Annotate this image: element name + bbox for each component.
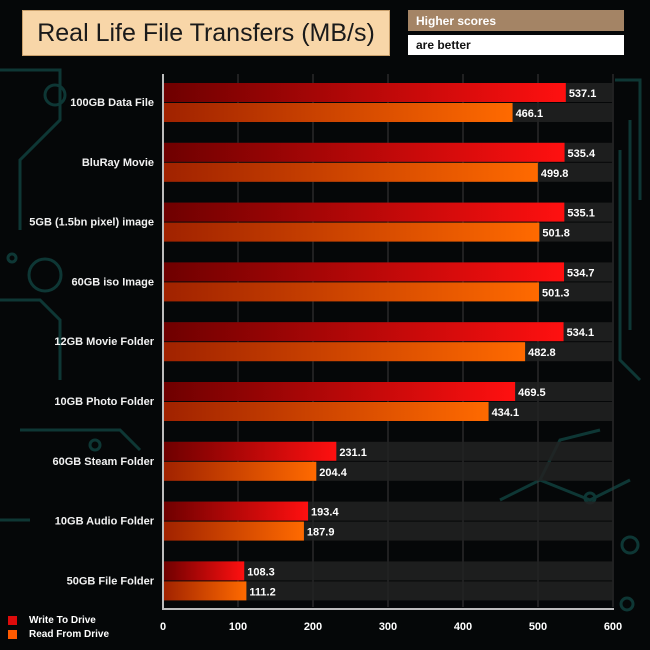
bar-write <box>163 441 337 461</box>
category-label: 60GB iso Image <box>71 276 154 288</box>
data-label-read: 204.4 <box>319 467 347 479</box>
data-label-write: 534.1 <box>567 327 595 339</box>
bar-read <box>163 103 513 122</box>
data-label-read: 501.3 <box>542 287 570 299</box>
category-label: 100GB Data File <box>70 97 154 109</box>
bar-read <box>163 521 304 541</box>
data-label-write: 534.7 <box>567 267 595 279</box>
bar-write <box>163 262 565 282</box>
x-tick-label: 500 <box>529 621 547 633</box>
category-label: 10GB Photo Folder <box>54 396 154 408</box>
x-tick-label: 400 <box>454 621 472 633</box>
bar-track <box>163 581 613 601</box>
bar-read <box>163 342 526 362</box>
data-label-write: 108.3 <box>247 566 275 578</box>
legend-read-swatch <box>8 630 17 639</box>
are-better-note: are better <box>408 35 624 55</box>
data-label-read: 187.9 <box>307 527 335 539</box>
bar-read <box>163 222 540 242</box>
category-label: 10GB Audio Folder <box>55 516 155 528</box>
chart-title: Real Life File Transfers (MB/s) <box>22 10 390 56</box>
data-label-read: 501.8 <box>542 228 570 240</box>
data-label-read: 482.8 <box>528 347 556 359</box>
data-label-write: 469.5 <box>518 387 546 399</box>
data-label-read: 111.2 <box>249 586 275 598</box>
category-label: 5GB (1.5bn pixel) image <box>29 217 154 229</box>
legend-write: Write To Drive <box>8 615 96 626</box>
bar-read <box>163 282 539 302</box>
category-label: 60GB Steam Folder <box>53 456 155 468</box>
data-label-write: 535.4 <box>568 148 596 160</box>
bar-write <box>163 561 245 581</box>
data-label-write: 193.4 <box>311 507 339 519</box>
x-tick-label: 300 <box>379 621 397 633</box>
x-tick-label: 0 <box>160 621 166 633</box>
bar-read <box>163 461 317 481</box>
bar-write <box>163 202 565 222</box>
legend-write-swatch <box>8 616 17 625</box>
x-tick-label: 600 <box>604 621 622 633</box>
higher-scores-note: Higher scores <box>408 10 624 31</box>
x-tick-label: 100 <box>229 621 247 633</box>
bar-write <box>163 83 566 102</box>
bar-read <box>163 402 489 421</box>
category-label: 12GB Movie Folder <box>54 336 154 348</box>
data-label-read: 466.1 <box>516 108 544 120</box>
category-label: 50GB File Folder <box>67 575 155 587</box>
bar-read <box>163 162 538 182</box>
legend-read: Read From Drive <box>8 629 109 640</box>
data-label-read: 434.1 <box>492 407 520 419</box>
category-label: BluRay Movie <box>82 157 154 169</box>
bar-write <box>163 382 516 401</box>
x-tick-label: 200 <box>304 621 322 633</box>
legend-write-label: Write To Drive <box>29 615 96 626</box>
data-label-write: 535.1 <box>567 208 595 220</box>
data-label-write: 231.1 <box>339 447 367 459</box>
bar-write <box>163 322 564 342</box>
bar-write <box>163 501 309 521</box>
bar-track <box>163 561 613 581</box>
bar-write <box>163 142 565 162</box>
data-label-write: 537.1 <box>569 88 597 100</box>
data-label-read: 499.8 <box>541 168 569 180</box>
bar-read <box>163 581 247 601</box>
legend-read-label: Read From Drive <box>29 629 110 640</box>
